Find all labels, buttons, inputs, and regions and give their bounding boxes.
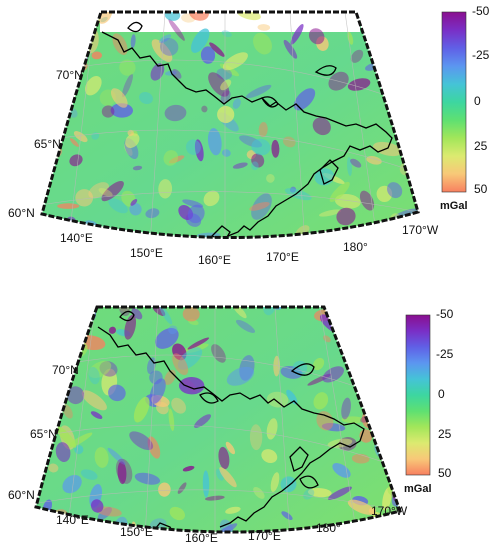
lat-label-60n: 60°N xyxy=(8,206,35,220)
colorbar-bottom xyxy=(405,314,431,476)
colorbar-top xyxy=(441,11,467,193)
colorbar-tick-top-3: 25 xyxy=(474,139,488,153)
colorbar-tick-top-0: -50 xyxy=(472,4,490,18)
lon-label-140e: 140°E xyxy=(60,231,93,245)
lon-label-170e: 170°E xyxy=(266,250,299,264)
colorbar-tick-top-1: -25 xyxy=(472,48,490,62)
lon-label-180: 180° xyxy=(316,521,341,535)
lon-label-180: 180° xyxy=(343,240,368,254)
map-canvas-bottom xyxy=(34,305,431,534)
lon-label-170w: 170°W xyxy=(371,504,408,518)
lon-label-140e: 140°E xyxy=(56,513,89,527)
lat-label-70n: 70°N xyxy=(56,68,83,82)
colorbar-tick-top-2: 0 xyxy=(474,94,481,108)
colorbar-tick-bottom-4: 50 xyxy=(438,466,452,480)
colorbar-tick-bottom-3: 25 xyxy=(438,427,452,441)
lon-label-170e: 170°E xyxy=(248,529,281,543)
lon-label-150e: 150°E xyxy=(120,525,153,539)
colorbar-unit-bottom: mGal xyxy=(404,483,432,495)
lon-label-150e: 150°E xyxy=(130,246,163,260)
graticule-bottom xyxy=(37,307,400,533)
lat-label-70n: 70°N xyxy=(52,363,79,377)
lon-label-170w: 170°W xyxy=(402,223,439,237)
colorbar-tick-bottom-2: 0 xyxy=(438,387,445,401)
lon-label-160e: 160°E xyxy=(185,531,218,545)
coastline-top xyxy=(101,21,393,238)
colorbar-tick-bottom-0: -50 xyxy=(436,307,454,321)
lat-label-60n: 60°N xyxy=(8,488,35,502)
colorbar-tick-bottom-1: -25 xyxy=(436,347,454,361)
lon-label-160e: 160°E xyxy=(198,253,231,267)
gravity-anomaly-map-top: 70°N 65°N 60°N 140°E 150°E 160°E 170°E 1… xyxy=(8,4,490,267)
anomaly-field-top xyxy=(42,12,418,238)
lat-label-65n: 65°N xyxy=(30,427,57,441)
map-canvas-top xyxy=(40,10,467,239)
map-frame-bottom xyxy=(34,305,402,534)
lat-label-65n: 65°N xyxy=(34,137,61,151)
map-frame-top xyxy=(40,10,420,239)
gravity-anomaly-map-bottom: 70°N 65°N 60°N 140°E 150°E 160°E 170°E 1… xyxy=(0,275,497,550)
colorbar-unit-top: mGal xyxy=(440,200,468,212)
colorbar-tick-top-4: 50 xyxy=(474,182,488,196)
